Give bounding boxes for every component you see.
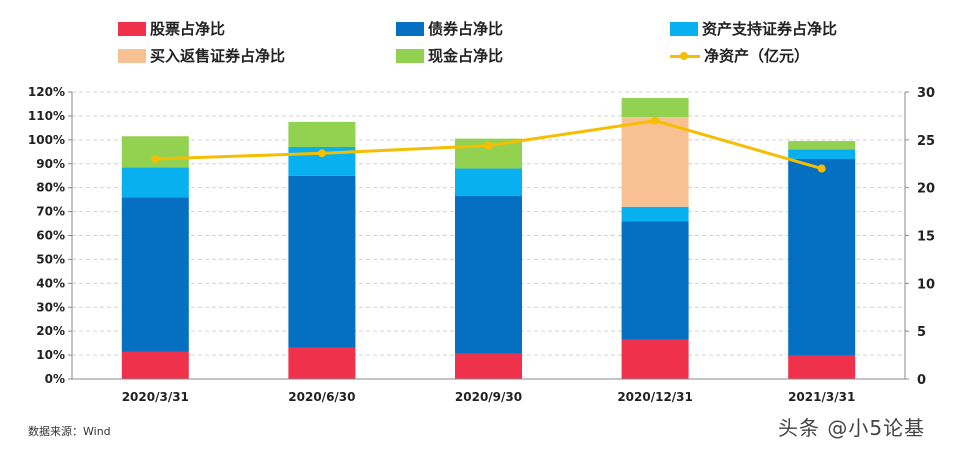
- bar-segment: [455, 196, 522, 354]
- y-left-tick-label: 110%: [28, 109, 65, 123]
- x-tick-label: 2020/3/31: [122, 390, 189, 404]
- x-tick-label: 2020/6/30: [288, 390, 355, 404]
- legend-label: 股票占净比: [150, 20, 226, 38]
- legend-swatch: [670, 21, 698, 36]
- net-assets-point: [151, 154, 160, 163]
- bar-segment: [788, 149, 856, 159]
- legend-swatch: [396, 21, 424, 36]
- legend-item-bond: 债券占净比: [396, 18, 503, 39]
- x-tick-label: 2021/3/31: [788, 390, 855, 404]
- bar-segment: [288, 121, 356, 148]
- y-right-tick-label: 15: [917, 230, 935, 245]
- y-left-tick-label: 100%: [28, 133, 65, 147]
- y-left-tick-label: 30%: [36, 300, 65, 314]
- legend-label: 净资产（亿元）: [704, 47, 810, 65]
- y-left-tick-label: 10%: [36, 348, 65, 362]
- legend-item-abs: 资产支持证券占净比: [670, 18, 837, 39]
- legend-item-net-assets: 净资产（亿元）: [670, 45, 809, 66]
- bar-segment: [788, 355, 856, 379]
- y-left-tick-label: 40%: [36, 276, 65, 290]
- x-tick-label: 2020/9/30: [455, 390, 522, 404]
- y-left-tick-label: 80%: [36, 181, 65, 195]
- bar-segment: [121, 197, 189, 352]
- legend: 股票占净比 债券占净比 资产支持证券占净比 买入返售证券占净比 现金占净比 净资…: [0, 18, 962, 78]
- legend-label: 买入返售证券占净比: [150, 47, 286, 65]
- bar-segment: [621, 97, 689, 118]
- legend-label: 现金占净比: [428, 47, 504, 65]
- y-left-tick-label: 70%: [36, 205, 65, 219]
- bar-segment: [621, 221, 689, 340]
- y-left-tick-label: 120%: [28, 85, 65, 99]
- legend-line-swatch: [670, 49, 700, 63]
- y-left-tick-label: 0%: [45, 372, 65, 386]
- legend-item-repo: 买入返售证券占净比: [118, 45, 285, 66]
- legend-label: 债券占净比: [428, 20, 504, 38]
- bar-segment: [621, 117, 689, 207]
- data-source-note: 数据来源：Wind: [28, 425, 111, 438]
- bar-segment: [288, 347, 356, 379]
- legend-swatch: [118, 48, 146, 63]
- y-left-tick-label: 20%: [36, 324, 65, 338]
- y-left-tick-label: 60%: [36, 229, 65, 243]
- bar-segment: [455, 168, 522, 197]
- legend-swatch: [396, 48, 424, 63]
- bar-segment: [288, 175, 356, 348]
- watermark: 头条 @小5论基: [778, 416, 926, 440]
- net-assets-point: [317, 149, 326, 158]
- bar-segment: [788, 141, 856, 150]
- legend-item-stock: 股票占净比: [118, 18, 225, 39]
- bar-segment: [788, 158, 856, 356]
- y-right-tick-label: 0: [917, 373, 926, 388]
- legend-item-cash: 现金占净比: [396, 45, 503, 66]
- y-right-tick-label: 20: [917, 182, 935, 197]
- y-right-tick-label: 25: [917, 134, 935, 149]
- y-right-tick-label: 10: [917, 277, 935, 292]
- bar-segment: [621, 339, 689, 379]
- y-right-tick-label: 30: [917, 86, 935, 101]
- x-tick-label: 2020/12/31: [617, 390, 693, 404]
- net-assets-point: [651, 116, 660, 125]
- bar-segment: [121, 351, 189, 379]
- legend-swatch: [118, 21, 146, 36]
- bar-segment: [121, 167, 189, 198]
- y-right-tick-label: 5: [917, 325, 926, 340]
- bar-segment: [455, 353, 522, 379]
- bar-segment: [621, 206, 689, 222]
- legend-label: 资产支持证券占净比: [702, 20, 838, 38]
- y-left-tick-label: 90%: [36, 157, 65, 171]
- y-left-tick-label: 50%: [36, 252, 65, 266]
- net-assets-point: [484, 141, 493, 150]
- net-assets-point: [817, 164, 826, 173]
